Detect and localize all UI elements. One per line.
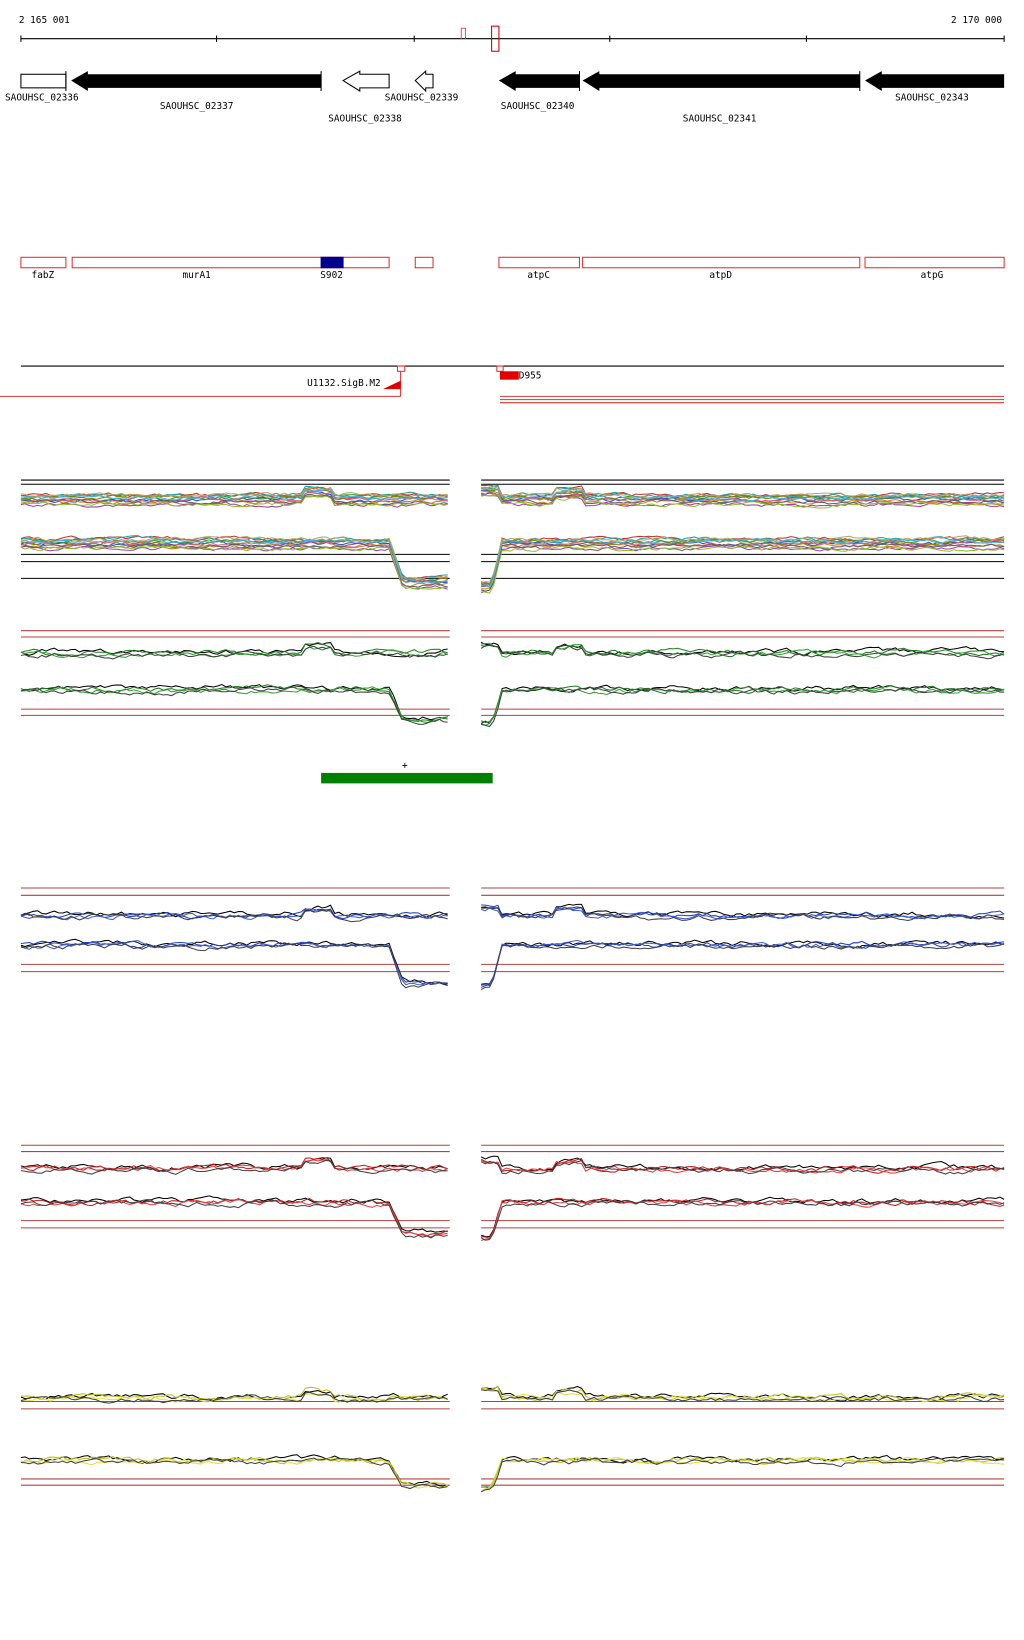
trace bbox=[480, 543, 1005, 592]
trace bbox=[480, 1160, 1005, 1175]
trace bbox=[480, 1159, 1005, 1174]
trace bbox=[20, 535, 448, 580]
trace bbox=[481, 1385, 1005, 1402]
trace bbox=[20, 545, 448, 590]
feature-track bbox=[0, 365, 1005, 404]
trace bbox=[481, 542, 1005, 590]
trace bbox=[20, 1391, 448, 1404]
trace bbox=[20, 642, 448, 657]
trace bbox=[481, 535, 1005, 585]
trace bbox=[20, 488, 448, 501]
gene-label: SAOUHSC_02337 bbox=[160, 101, 234, 112]
trace bbox=[481, 1456, 1005, 1490]
ruler-marker bbox=[460, 27, 466, 39]
trace bbox=[20, 1457, 448, 1489]
trace bbox=[20, 487, 448, 498]
trace bbox=[20, 940, 448, 986]
trace bbox=[481, 537, 1005, 588]
gene-label: SAOUHSC_02339 bbox=[385, 92, 459, 103]
trace bbox=[20, 542, 448, 588]
trace bbox=[480, 644, 1005, 660]
trace bbox=[20, 538, 448, 584]
ruler-window bbox=[491, 25, 500, 52]
trace bbox=[20, 686, 448, 723]
gene-name: S902 bbox=[320, 270, 343, 281]
trace-panels bbox=[20, 479, 1005, 1493]
trace bbox=[20, 1159, 448, 1173]
feature-label: D955 bbox=[519, 371, 542, 382]
trace bbox=[481, 906, 1005, 922]
trace bbox=[20, 685, 448, 725]
trace bbox=[481, 939, 1005, 985]
gene-label: SAOUHSC_02343 bbox=[895, 92, 969, 103]
gene-label: SAOUHSC_02341 bbox=[683, 113, 757, 124]
trace bbox=[481, 642, 1005, 659]
trace bbox=[20, 939, 448, 986]
trace bbox=[480, 1457, 1005, 1493]
strand-label: + bbox=[402, 761, 408, 772]
trace bbox=[481, 903, 1005, 919]
trace bbox=[480, 1155, 1005, 1172]
gene-name: atpD bbox=[709, 270, 732, 281]
trace bbox=[481, 1197, 1005, 1239]
trace bbox=[20, 1199, 448, 1239]
trace bbox=[20, 545, 448, 590]
ruler-axis bbox=[20, 35, 1005, 42]
trace bbox=[480, 540, 1005, 588]
trace bbox=[20, 1455, 448, 1487]
trace bbox=[481, 485, 1005, 499]
trace bbox=[20, 942, 448, 989]
ruler-start: 2 165 001 bbox=[19, 15, 70, 26]
gene-label: SAOUHSC_02340 bbox=[501, 101, 575, 112]
trace bbox=[480, 939, 1005, 987]
trace bbox=[20, 908, 448, 921]
trace bbox=[20, 1195, 448, 1233]
trace bbox=[481, 1389, 1005, 1403]
trace bbox=[481, 486, 1005, 502]
trace bbox=[20, 684, 448, 722]
gene-name: fabZ bbox=[32, 270, 55, 281]
gene-name-track bbox=[20, 256, 1005, 269]
feature-label: U1132.SigB.M2 bbox=[307, 378, 381, 389]
gene-name: murA1 bbox=[182, 270, 211, 281]
trace bbox=[481, 540, 1005, 588]
gene-name: atpC bbox=[527, 270, 550, 281]
trace bbox=[480, 1199, 1005, 1241]
trace bbox=[20, 646, 448, 659]
trace bbox=[480, 545, 1005, 594]
trace bbox=[20, 1156, 448, 1173]
trace bbox=[20, 495, 448, 508]
ruler-end: 2 170 000 bbox=[951, 15, 1002, 26]
trace bbox=[481, 494, 1005, 509]
trace bbox=[20, 1457, 448, 1490]
trace bbox=[480, 1456, 1005, 1491]
trace bbox=[20, 1393, 448, 1403]
trace bbox=[20, 1159, 448, 1175]
trace bbox=[480, 1199, 1005, 1241]
trace bbox=[481, 486, 1005, 499]
trace bbox=[481, 686, 1005, 728]
trace bbox=[480, 942, 1005, 991]
trace bbox=[480, 1157, 1005, 1174]
trace bbox=[20, 909, 448, 923]
trace bbox=[480, 686, 1005, 726]
strand-bar bbox=[321, 772, 493, 784]
gene-label: SAOUHSC_02336 bbox=[5, 92, 79, 103]
trace bbox=[480, 1387, 1005, 1403]
trace bbox=[480, 544, 1005, 594]
trace bbox=[20, 645, 448, 660]
trace bbox=[20, 1386, 448, 1402]
gene-label: SAOUHSC_02338 bbox=[328, 113, 402, 124]
gene-track bbox=[20, 69, 1005, 93]
gene-name: atpG bbox=[921, 270, 944, 281]
